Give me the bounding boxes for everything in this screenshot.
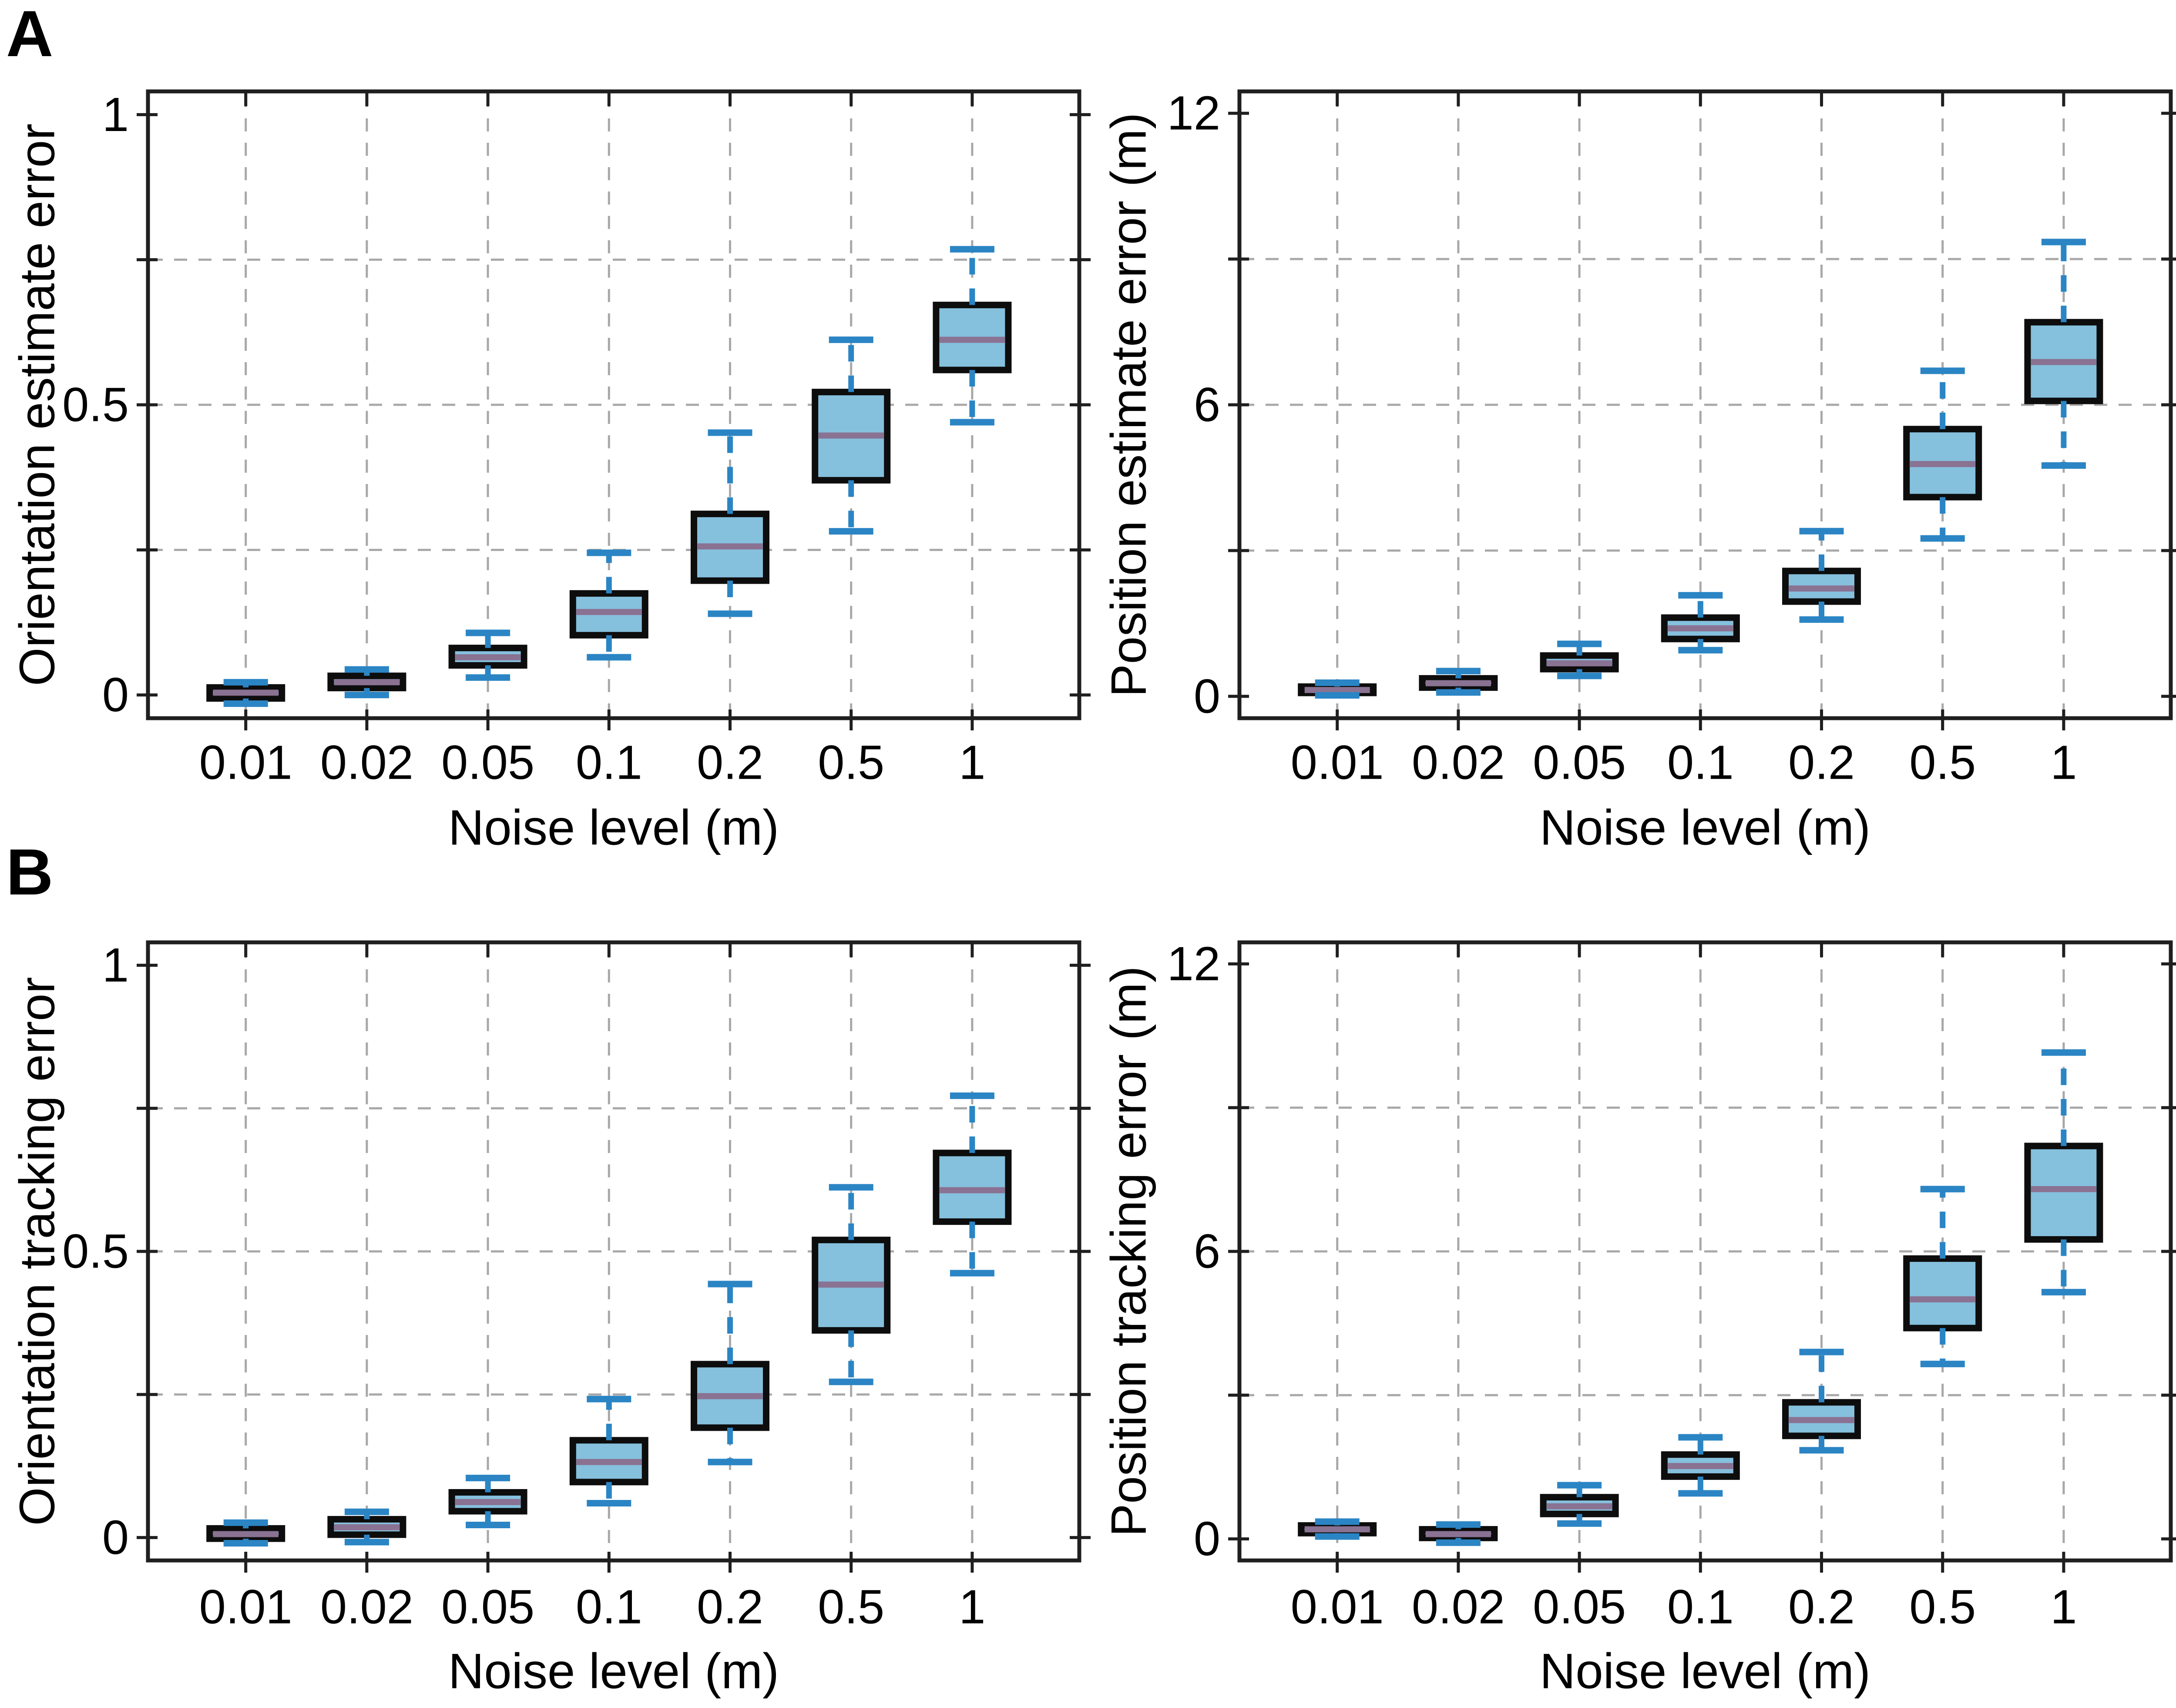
x-axis-title: Noise level (m) xyxy=(1540,800,1870,856)
x-tick-label: 0.02 xyxy=(1412,1580,1505,1634)
x-tick-label: 0.2 xyxy=(697,1580,763,1634)
x-tick-label: 0.02 xyxy=(320,1580,413,1634)
box xyxy=(2024,1143,2103,1243)
panel-label-a: A xyxy=(6,0,54,70)
x-tick-label: 1 xyxy=(959,736,985,790)
x-tick-label: 0.02 xyxy=(1412,736,1505,790)
x-tick-label: 0.5 xyxy=(1909,736,1976,790)
y-axis-title: Orientation tracking error xyxy=(10,977,65,1526)
y-tick-label: 0 xyxy=(102,1511,129,1564)
y-axis-title: Orientation estimate error xyxy=(10,124,65,686)
x-tick-label: 0.05 xyxy=(1533,1580,1626,1634)
y-tick-label: 1 xyxy=(102,938,129,992)
panel-label-b: B xyxy=(6,835,54,908)
x-tick-label: 0.01 xyxy=(199,736,292,790)
x-tick-label: 0.1 xyxy=(576,736,642,790)
x-tick-label: 0.1 xyxy=(1667,1580,1734,1634)
x-tick-label: 0.05 xyxy=(1533,736,1626,790)
x-tick-label: 0.5 xyxy=(818,1580,884,1634)
x-tick-label: 0.02 xyxy=(320,736,413,790)
x-tick-label: 0.05 xyxy=(441,1580,534,1634)
y-tick-label: 0 xyxy=(1194,1512,1220,1566)
x-axis-title: Noise level (m) xyxy=(448,1644,779,1699)
x-tick-label: 0.1 xyxy=(576,1580,642,1634)
x-tick-label: 0.1 xyxy=(1667,736,1734,790)
y-axis-title: Position tracking error (m) xyxy=(1101,966,1157,1537)
x-tick-label: 0.2 xyxy=(1788,1580,1855,1634)
x-tick-label: 1 xyxy=(2050,736,2077,790)
y-tick-label: 0 xyxy=(102,668,129,722)
y-tick-label: 1 xyxy=(102,88,129,141)
x-tick-label: 0.5 xyxy=(1909,1580,1976,1634)
x-tick-label: 0.5 xyxy=(818,736,884,790)
x-tick-label: 0.05 xyxy=(441,736,534,790)
y-tick-label: 0.5 xyxy=(62,378,129,432)
x-tick-label: 0.01 xyxy=(199,1580,292,1634)
x-tick-label: 1 xyxy=(2050,1580,2077,1634)
x-tick-label: 0.2 xyxy=(697,736,763,790)
x-tick-label: 0.2 xyxy=(1788,736,1855,790)
y-tick-label: 12 xyxy=(1167,937,1220,991)
x-axis-title: Noise level (m) xyxy=(448,800,779,856)
x-tick-label: 1 xyxy=(959,1580,985,1634)
x-tick-label: 0.01 xyxy=(1291,736,1384,790)
x-axis-title: Noise level (m) xyxy=(1540,1644,1870,1699)
box xyxy=(1903,1255,1982,1331)
y-tick-label: 6 xyxy=(1194,1225,1220,1278)
y-tick-label: 6 xyxy=(1194,378,1220,432)
x-tick-label: 0.01 xyxy=(1291,1580,1384,1634)
y-tick-label: 0 xyxy=(1194,669,1220,723)
y-tick-label: 0.5 xyxy=(62,1225,129,1278)
y-axis-title: Position estimate error (m) xyxy=(1101,112,1157,697)
y-tick-label: 12 xyxy=(1167,87,1220,140)
